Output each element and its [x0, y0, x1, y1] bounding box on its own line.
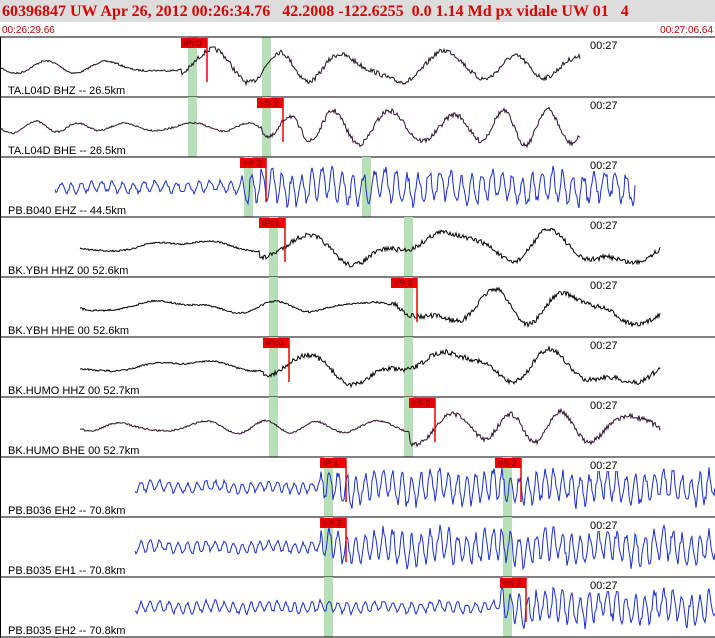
green-band [324, 517, 333, 577]
pick-box [409, 398, 435, 408]
trace-label: PB.B040 EHZ -- 44.5km [8, 205, 126, 217]
time-mark-bg [586, 278, 626, 291]
green-band [269, 277, 278, 337]
time-mark-bg [586, 578, 626, 591]
time-mark-bg [586, 38, 626, 51]
pick-label: eS 2 [260, 98, 279, 108]
pick-box [257, 98, 283, 108]
end-time: 00:27:06.64 [660, 25, 713, 36]
time-mark: 00:27 [590, 220, 618, 232]
trace-label: BK.HUMO HHZ 00 52.7km [8, 385, 139, 397]
trace-label: PB.B035 EH1 -- 70.8km [8, 565, 125, 577]
green-band [404, 397, 413, 457]
green-band [503, 457, 512, 517]
trace-label: BK.YBH HHE 00 52.6km [8, 325, 129, 337]
pick-label: eP 2 [243, 158, 261, 168]
header-bar [0, 0, 715, 22]
pick-box [320, 518, 346, 528]
waveform [79, 344, 661, 389]
time-mark: 00:27 [590, 580, 618, 592]
pick-box [500, 578, 526, 588]
time-mark-bg [586, 518, 626, 531]
waveform [79, 407, 661, 448]
waveform [134, 584, 715, 630]
green-band [188, 97, 197, 157]
green-band [262, 97, 271, 157]
time-mark: 00:27 [590, 400, 618, 412]
pick-box [263, 338, 289, 348]
green-band [404, 337, 413, 397]
pick-label: iP 1 [323, 458, 338, 468]
time-mark-bg [586, 458, 626, 471]
pick-box [259, 218, 285, 228]
pick-label: eP 2 [323, 518, 341, 528]
pick-label: eS 2 [498, 458, 517, 468]
green-band [188, 37, 197, 97]
time-mark-bg [586, 338, 626, 351]
green-band [262, 37, 271, 97]
pick-label: iPc0 [184, 38, 202, 48]
pick-label: iPc1 [262, 218, 280, 228]
trace-label: PB.B035 EH2 -- 70.8km [8, 625, 125, 637]
time-mark-bg [586, 158, 626, 171]
pick-box [181, 38, 207, 48]
start-time: 00:26:29.66 [2, 25, 55, 36]
green-band [324, 457, 333, 517]
trace-label: TA.L04D BHE -- 26.5km [8, 145, 126, 157]
trace-label: BK.YBH HHZ 00 52.6km [8, 265, 128, 277]
pick-label: eS 2 [503, 578, 522, 588]
pick-box [495, 458, 521, 468]
pick-box [240, 158, 266, 168]
trace-label: PB.B036 EH2 -- 70.8km [8, 505, 125, 517]
trace-label: TA.L04D BHZ -- 26.5km [8, 85, 125, 97]
green-band [324, 577, 333, 637]
green-band [362, 157, 371, 217]
green-band [503, 577, 512, 637]
green-band [269, 337, 278, 397]
green-band [269, 217, 278, 277]
waveform [79, 286, 661, 329]
time-mark-bg [586, 98, 626, 111]
green-band [244, 157, 253, 217]
time-mark: 00:27 [590, 460, 618, 472]
pick-label: eS 2 [412, 398, 431, 408]
waveform [134, 466, 715, 509]
pick-box [391, 278, 417, 288]
time-mark: 00:27 [590, 100, 618, 112]
time-mark: 00:27 [590, 520, 618, 532]
green-band [404, 277, 413, 337]
pick-label: eS 2 [394, 278, 413, 288]
time-mark-bg [586, 218, 626, 231]
waveform [0, 106, 581, 149]
time-mark: 00:27 [590, 280, 618, 292]
green-band [503, 517, 512, 577]
header-title: 60396847 UW Apr 26, 2012 00:26:34.76 42.… [2, 3, 629, 20]
waveform [54, 164, 636, 209]
green-band [404, 217, 413, 277]
time-mark-bg [586, 398, 626, 411]
pick-box [320, 458, 346, 468]
waveform [134, 523, 715, 571]
waveform [79, 227, 661, 268]
green-band [269, 397, 278, 457]
trace-label: BK.HUMO BHE 00 52.7km [8, 445, 139, 457]
time-mark: 00:27 [590, 40, 618, 52]
time-mark: 00:27 [590, 160, 618, 172]
waveform [0, 46, 581, 87]
time-mark: 00:27 [590, 340, 618, 352]
pick-label: iPc0 [266, 338, 284, 348]
